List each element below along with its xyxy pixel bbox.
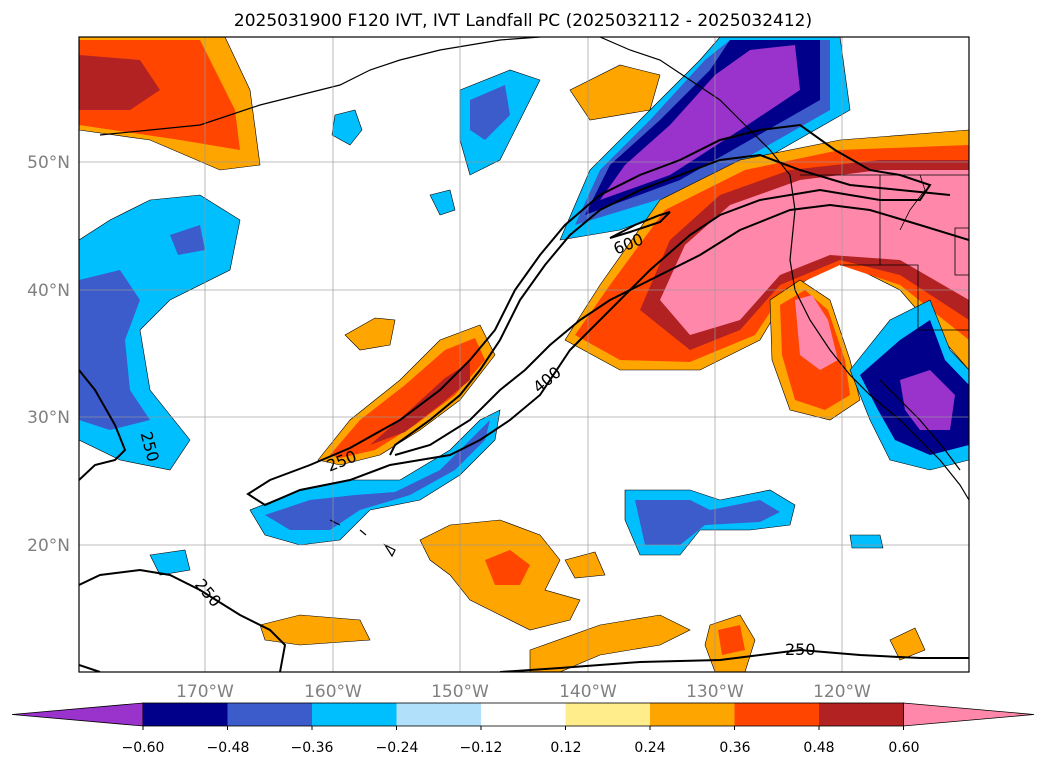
ivt-anomaly-negative-small-3 <box>149 549 191 576</box>
colorbar-extend-low <box>11 702 144 727</box>
contour-250-west <box>79 369 127 481</box>
ivt-anomaly-negative-small-2 <box>429 189 456 216</box>
colorbar-cell <box>565 703 650 726</box>
ivt-anomaly-positive-small-1 <box>344 317 396 351</box>
ivt-anomaly-positive-north-small <box>569 64 661 121</box>
lat-label-30n: 30°N <box>27 408 70 428</box>
ivt-anomaly-positive-south-2 <box>529 614 691 672</box>
lon-label-170w: 170°W <box>176 682 234 702</box>
ivt-anomaly-negative-northeast-core <box>600 45 800 200</box>
ivt-anomaly-negative-north-central-core <box>470 85 510 140</box>
landfall-pc-contours <box>79 123 969 672</box>
colorbar-cell <box>312 703 397 726</box>
lon-label-120w: 120°W <box>813 682 871 702</box>
ivt-anomaly-negative-west-core <box>79 270 150 430</box>
colorbar-cell <box>819 703 904 726</box>
colorbar-cell <box>481 703 566 726</box>
graticule <box>79 37 969 672</box>
ivt-anomaly-core-northwest <box>79 55 160 110</box>
coastlines <box>99 37 969 558</box>
border-states <box>840 174 969 331</box>
ivt-anomaly-core-east <box>660 170 969 335</box>
colorbar-outline <box>142 702 904 727</box>
political-borders <box>800 174 969 331</box>
lat-label-20n: 20°N <box>27 536 70 556</box>
colorbar-label: −0.36 <box>291 740 334 756</box>
colorbar-cell <box>650 703 735 726</box>
colorbar-label: 0.48 <box>803 740 834 756</box>
ivt-anomaly-negative-central-band-core <box>265 420 490 530</box>
colorbar-cell <box>396 703 481 726</box>
coastline-alaska <box>99 37 541 136</box>
contour-250-main <box>246 123 932 507</box>
ivt-anomaly-negative-southwest-core <box>900 370 955 430</box>
contour-400 <box>389 153 969 456</box>
coastline-baja <box>879 379 961 471</box>
map-plot-area: 600 400 250 250 250 250 <box>78 36 970 673</box>
colorbar-label: −0.48 <box>207 740 250 756</box>
colorbar-cell <box>734 703 819 726</box>
latitude-labels: 50°N 40°N 30°N 20°N <box>27 153 70 556</box>
colorbar-label: 0.24 <box>634 740 665 756</box>
lon-label-150w: 150°W <box>431 682 489 702</box>
map-title: 2025031900 F120 IVT, IVT Landfall PC (20… <box>234 11 812 31</box>
coastline-north-america-west <box>599 37 969 501</box>
ivt-anomaly-negative-small <box>331 109 363 146</box>
ivt-anomaly-negative-subtropical-core <box>635 500 780 545</box>
lon-label-140w: 140°W <box>559 682 617 702</box>
ivt-anomaly-strong-south-3 <box>718 625 745 655</box>
contour-250-south <box>79 568 287 672</box>
coastline-hawaii <box>329 519 396 558</box>
colorbar-label: 0.36 <box>719 740 750 756</box>
ivt-anomaly-negative-small-4 <box>849 534 884 549</box>
ivt-anomaly-core-california <box>795 295 838 370</box>
lat-label-40n: 40°N <box>27 281 70 301</box>
longitude-labels: 170°W 160°W 150°W 140°W 130°W 120°W <box>176 682 871 702</box>
ivt-anomaly-negative-west-small <box>170 225 205 255</box>
colorbar-label: −0.12 <box>460 740 503 756</box>
contour-label-250-southeast: 250 <box>785 640 816 659</box>
colorbar-extend-high <box>903 702 1035 727</box>
ivt-anomaly-strong-subtropical <box>485 550 530 585</box>
map-frame <box>78 36 970 673</box>
ivt-anomaly-positive-south-4 <box>889 627 926 661</box>
lat-label-50n: 50°N <box>27 153 70 173</box>
contour-250-southeast <box>499 648 969 672</box>
colorbar-label: 0.60 <box>888 740 919 756</box>
ivt-anomaly-positive-small-2 <box>564 551 606 579</box>
lon-label-160w: 160°W <box>304 682 362 702</box>
colorbar-label: 0.12 <box>550 740 581 756</box>
ivt-anomaly-positive-south-1 <box>259 614 371 646</box>
colorbar: −0.60 −0.48 −0.36 −0.24 −0.12 0.12 0.24 … <box>11 702 1035 756</box>
ivt-anomaly-dark-central-plume <box>370 362 470 445</box>
colorbar-cell <box>143 703 228 726</box>
colorbar-label: −0.60 <box>122 740 165 756</box>
colorbar-label: −0.24 <box>376 740 419 756</box>
ivt-anomaly-strong-central-plume <box>330 338 485 458</box>
contour-600 <box>609 211 671 239</box>
colorbar-cell <box>227 703 312 726</box>
lon-label-130w: 130°W <box>686 682 744 702</box>
